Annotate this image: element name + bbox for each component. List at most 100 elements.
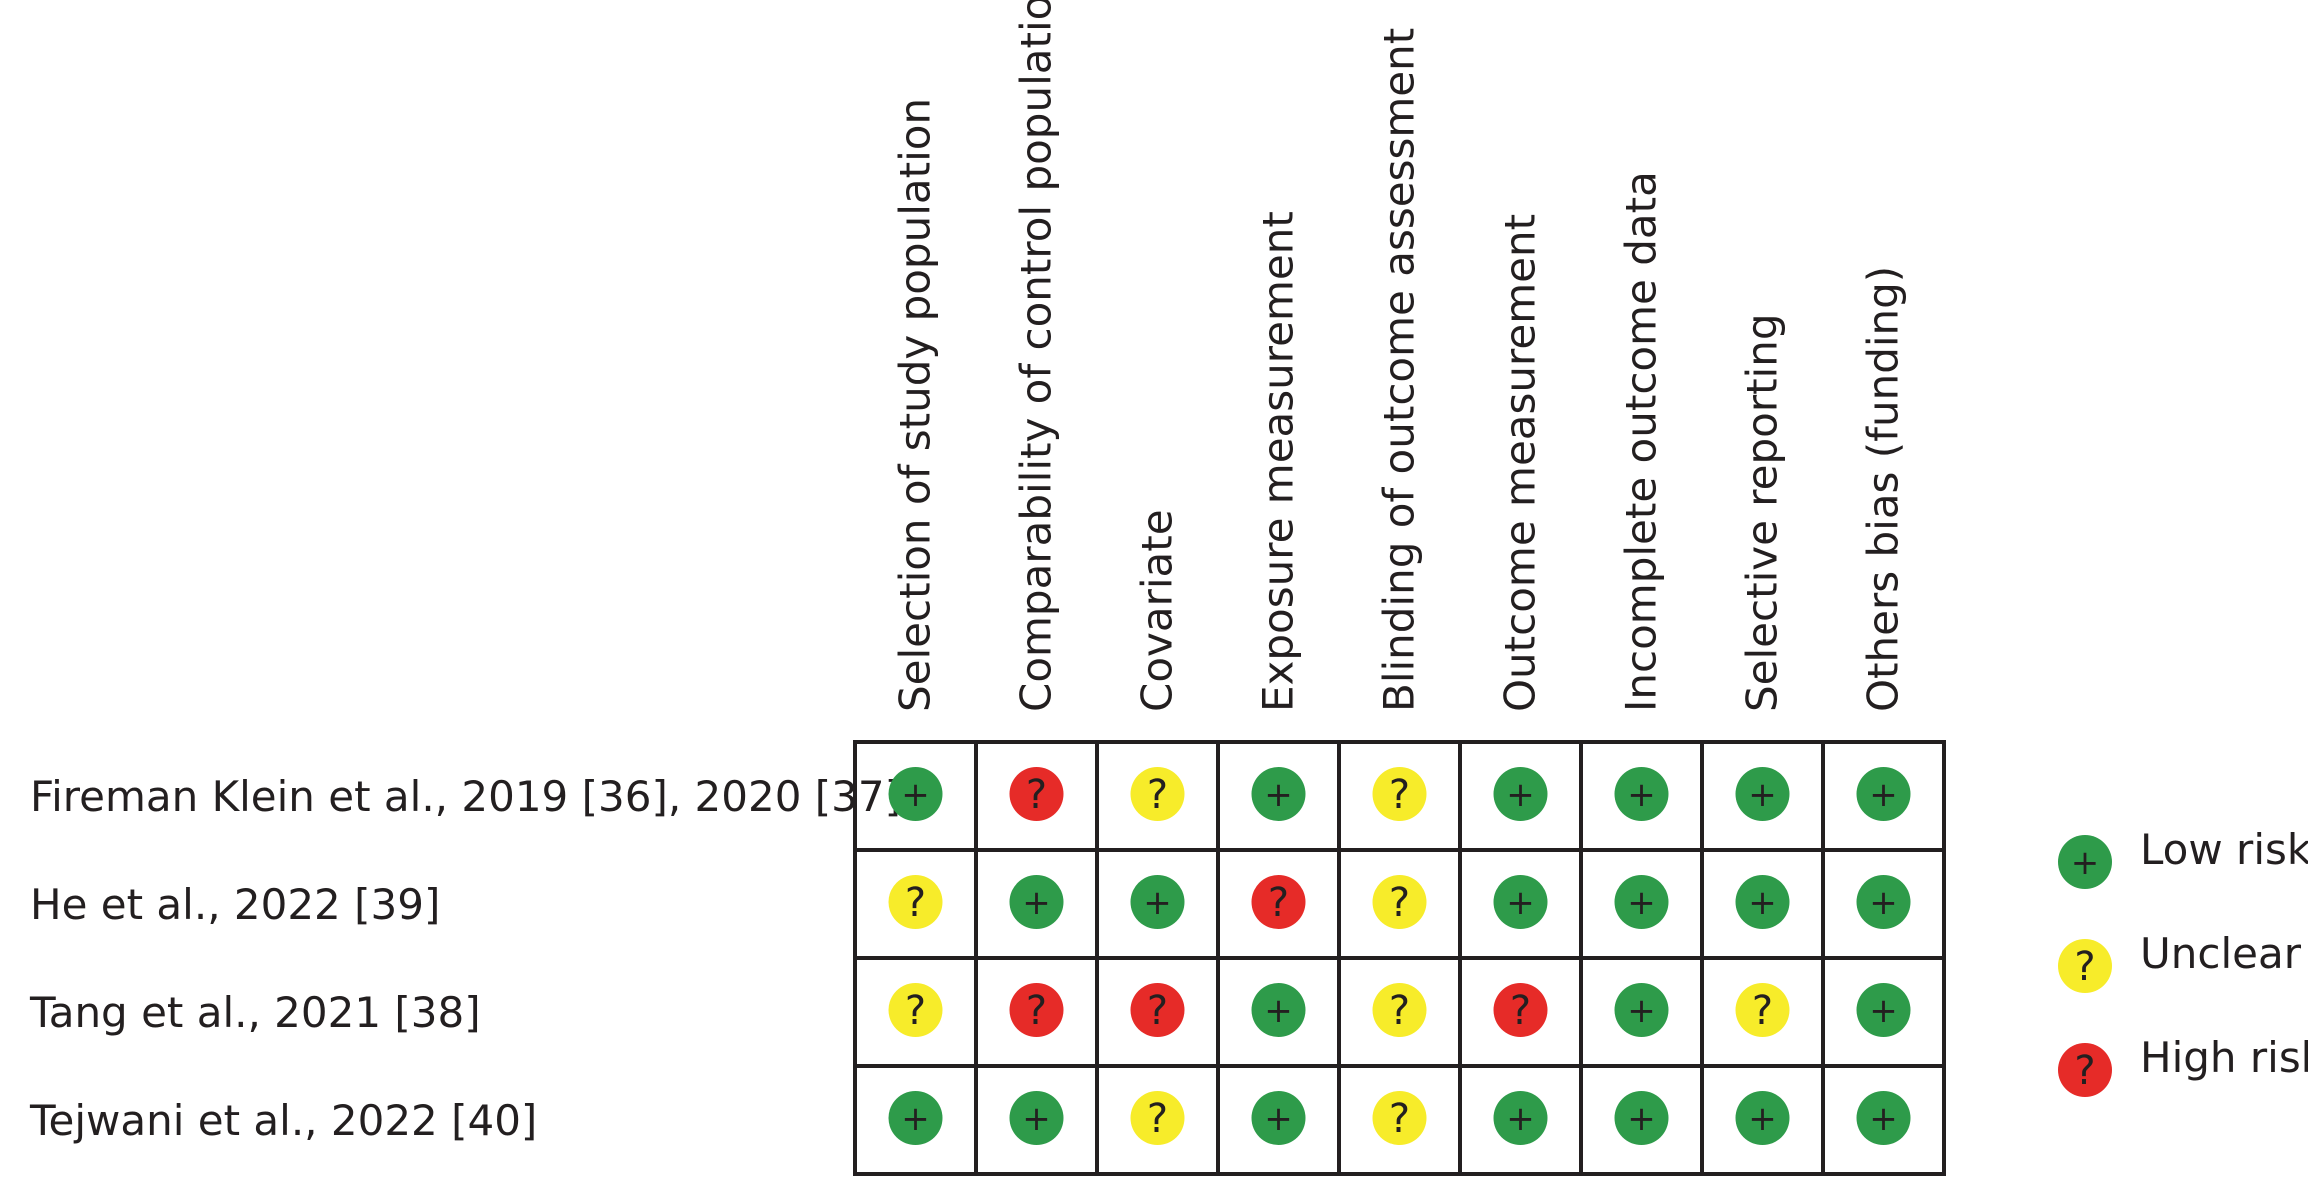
rating-symbol: + bbox=[1748, 883, 1777, 923]
legend-symbol: + bbox=[2071, 843, 2100, 883]
rating-dot-low bbox=[1856, 983, 1911, 1037]
rating-symbol: + bbox=[901, 1099, 930, 1139]
rating-dot-low bbox=[1614, 1091, 1669, 1145]
study-label: Fireman Klein et al., 2019 [36], 2020 [3… bbox=[30, 772, 901, 821]
rating-dot-unclear bbox=[1372, 875, 1427, 929]
rating-dot-unclear bbox=[1372, 1091, 1427, 1145]
rating-dot-unclear bbox=[888, 983, 943, 1037]
rating-symbol: + bbox=[1264, 1099, 1293, 1139]
rating-symbol: ? bbox=[1389, 988, 1410, 1034]
rating-symbol: + bbox=[1506, 775, 1535, 815]
rating-symbol: + bbox=[1627, 883, 1656, 923]
rating-symbol: + bbox=[1022, 1099, 1051, 1139]
rating-dot-low bbox=[1856, 767, 1911, 821]
rating-dot-low bbox=[1493, 767, 1548, 821]
rating-dot-low bbox=[1009, 1091, 1064, 1145]
ratings-grid bbox=[853, 740, 1946, 1176]
rating-symbol: ? bbox=[1389, 880, 1410, 926]
rating-dot-unclear bbox=[888, 875, 943, 929]
rating-symbol: ? bbox=[1752, 988, 1773, 1034]
rating-symbol: ? bbox=[1389, 772, 1410, 818]
rating-dot-unclear bbox=[1372, 767, 1427, 821]
rating-dot-high bbox=[1009, 767, 1064, 821]
rating-dot-low bbox=[1856, 875, 1911, 929]
rating-dot-low bbox=[1614, 767, 1669, 821]
rating-dot-high bbox=[1009, 983, 1064, 1037]
rating-dot-low bbox=[888, 1091, 943, 1145]
rating-dot-low bbox=[1614, 875, 1669, 929]
column-header-others-bias-funding: Others bias (funding) bbox=[1859, 266, 1908, 712]
legend-dot-unclear bbox=[2058, 939, 2112, 993]
rating-symbol: ? bbox=[1147, 1096, 1168, 1142]
column-headers: Selection of study population Comparabili… bbox=[891, 0, 1908, 712]
study-label: He et al., 2022 [39] bbox=[30, 880, 440, 929]
rating-symbol: + bbox=[901, 775, 930, 815]
rating-symbol: ? bbox=[905, 988, 926, 1034]
rating-dot-high bbox=[1251, 875, 1306, 929]
rating-dot-unclear bbox=[1372, 983, 1427, 1037]
rating-symbol: + bbox=[1869, 991, 1898, 1031]
rating-dot-low bbox=[1735, 875, 1790, 929]
study-label: Tejwani et al., 2022 [40] bbox=[29, 1096, 537, 1145]
rating-symbol: ? bbox=[1026, 988, 1047, 1034]
rating-symbol: + bbox=[1022, 883, 1051, 923]
legend-label-high: High risk bbox=[2140, 1033, 2308, 1082]
rating-symbol: ? bbox=[1026, 772, 1047, 818]
rating-cells: +?? +? + + + +? + +?? + + + +??? +?? +? + + +? +? + + + + bbox=[888, 767, 1911, 1145]
rating-dot-low bbox=[1856, 1091, 1911, 1145]
rating-symbol: + bbox=[1627, 1099, 1656, 1139]
rating-dot-low bbox=[1735, 767, 1790, 821]
rating-dot-high bbox=[1493, 983, 1548, 1037]
rating-dot-low bbox=[1130, 875, 1185, 929]
column-header-incomplete-outcome-data: Incomplete outcome data bbox=[1617, 171, 1666, 712]
column-header-selection-of-study-population: Selection of study population bbox=[891, 98, 940, 712]
rating-dot-low bbox=[888, 767, 943, 821]
rating-dot-low bbox=[1735, 1091, 1790, 1145]
rating-symbol: ? bbox=[1268, 880, 1289, 926]
rating-dot-unclear bbox=[1130, 767, 1185, 821]
rating-symbol: ? bbox=[905, 880, 926, 926]
rating-dot-low bbox=[1493, 875, 1548, 929]
legend-symbol: ? bbox=[2074, 1048, 2095, 1094]
column-header-outcome-measurement: Outcome measurement bbox=[1496, 214, 1545, 712]
column-header-exposure-measurement: Exposure measurement bbox=[1254, 211, 1303, 712]
rating-dot-low bbox=[1493, 1091, 1548, 1145]
study-label: Tang et al., 2021 [38] bbox=[29, 988, 481, 1037]
rating-symbol: ? bbox=[1147, 772, 1168, 818]
legend-dot-high bbox=[2058, 1043, 2112, 1097]
rating-symbol: ? bbox=[1147, 988, 1168, 1034]
column-header-comparability-of-control-population: Comparability of control population bbox=[1012, 0, 1061, 712]
column-header-blinding-of-outcome-assessment: Blinding of outcome assessment bbox=[1375, 28, 1424, 712]
rating-symbol: ? bbox=[1510, 988, 1531, 1034]
rating-symbol: + bbox=[1264, 991, 1293, 1031]
rating-dot-unclear bbox=[1735, 983, 1790, 1037]
rating-dot-high bbox=[1130, 983, 1185, 1037]
rating-symbol: + bbox=[1869, 775, 1898, 815]
rating-symbol: + bbox=[1627, 775, 1656, 815]
rating-symbol: ? bbox=[1389, 1096, 1410, 1142]
legend-label-unclear: Unclear bbox=[2140, 929, 2302, 978]
legend: + Low risk? Unclear? High risk bbox=[2058, 825, 2308, 1097]
rating-symbol: + bbox=[1627, 991, 1656, 1031]
legend-label-low: Low risk bbox=[2140, 825, 2308, 874]
rating-symbol: + bbox=[1748, 775, 1777, 815]
rating-dot-low bbox=[1251, 983, 1306, 1037]
rating-dot-unclear bbox=[1130, 1091, 1185, 1145]
rating-symbol: + bbox=[1506, 883, 1535, 923]
rating-symbol: + bbox=[1869, 1099, 1898, 1139]
rating-dot-low bbox=[1251, 767, 1306, 821]
rating-symbol: + bbox=[1264, 775, 1293, 815]
rating-dot-low bbox=[1009, 875, 1064, 929]
rating-dot-low bbox=[1251, 1091, 1306, 1145]
rating-symbol: + bbox=[1506, 1099, 1535, 1139]
rating-symbol: + bbox=[1748, 1099, 1777, 1139]
study-labels: Fireman Klein et al., 2019 [36], 2020 [3… bbox=[29, 772, 901, 1145]
legend-symbol: ? bbox=[2074, 944, 2095, 990]
rating-symbol: + bbox=[1143, 883, 1172, 923]
column-header-covariate: Covariate bbox=[1133, 509, 1182, 712]
rating-symbol: + bbox=[1869, 883, 1898, 923]
column-header-selective-reporting: Selective reporting bbox=[1738, 313, 1787, 712]
rating-dot-low bbox=[1614, 983, 1669, 1037]
legend-dot-low bbox=[2058, 835, 2112, 889]
